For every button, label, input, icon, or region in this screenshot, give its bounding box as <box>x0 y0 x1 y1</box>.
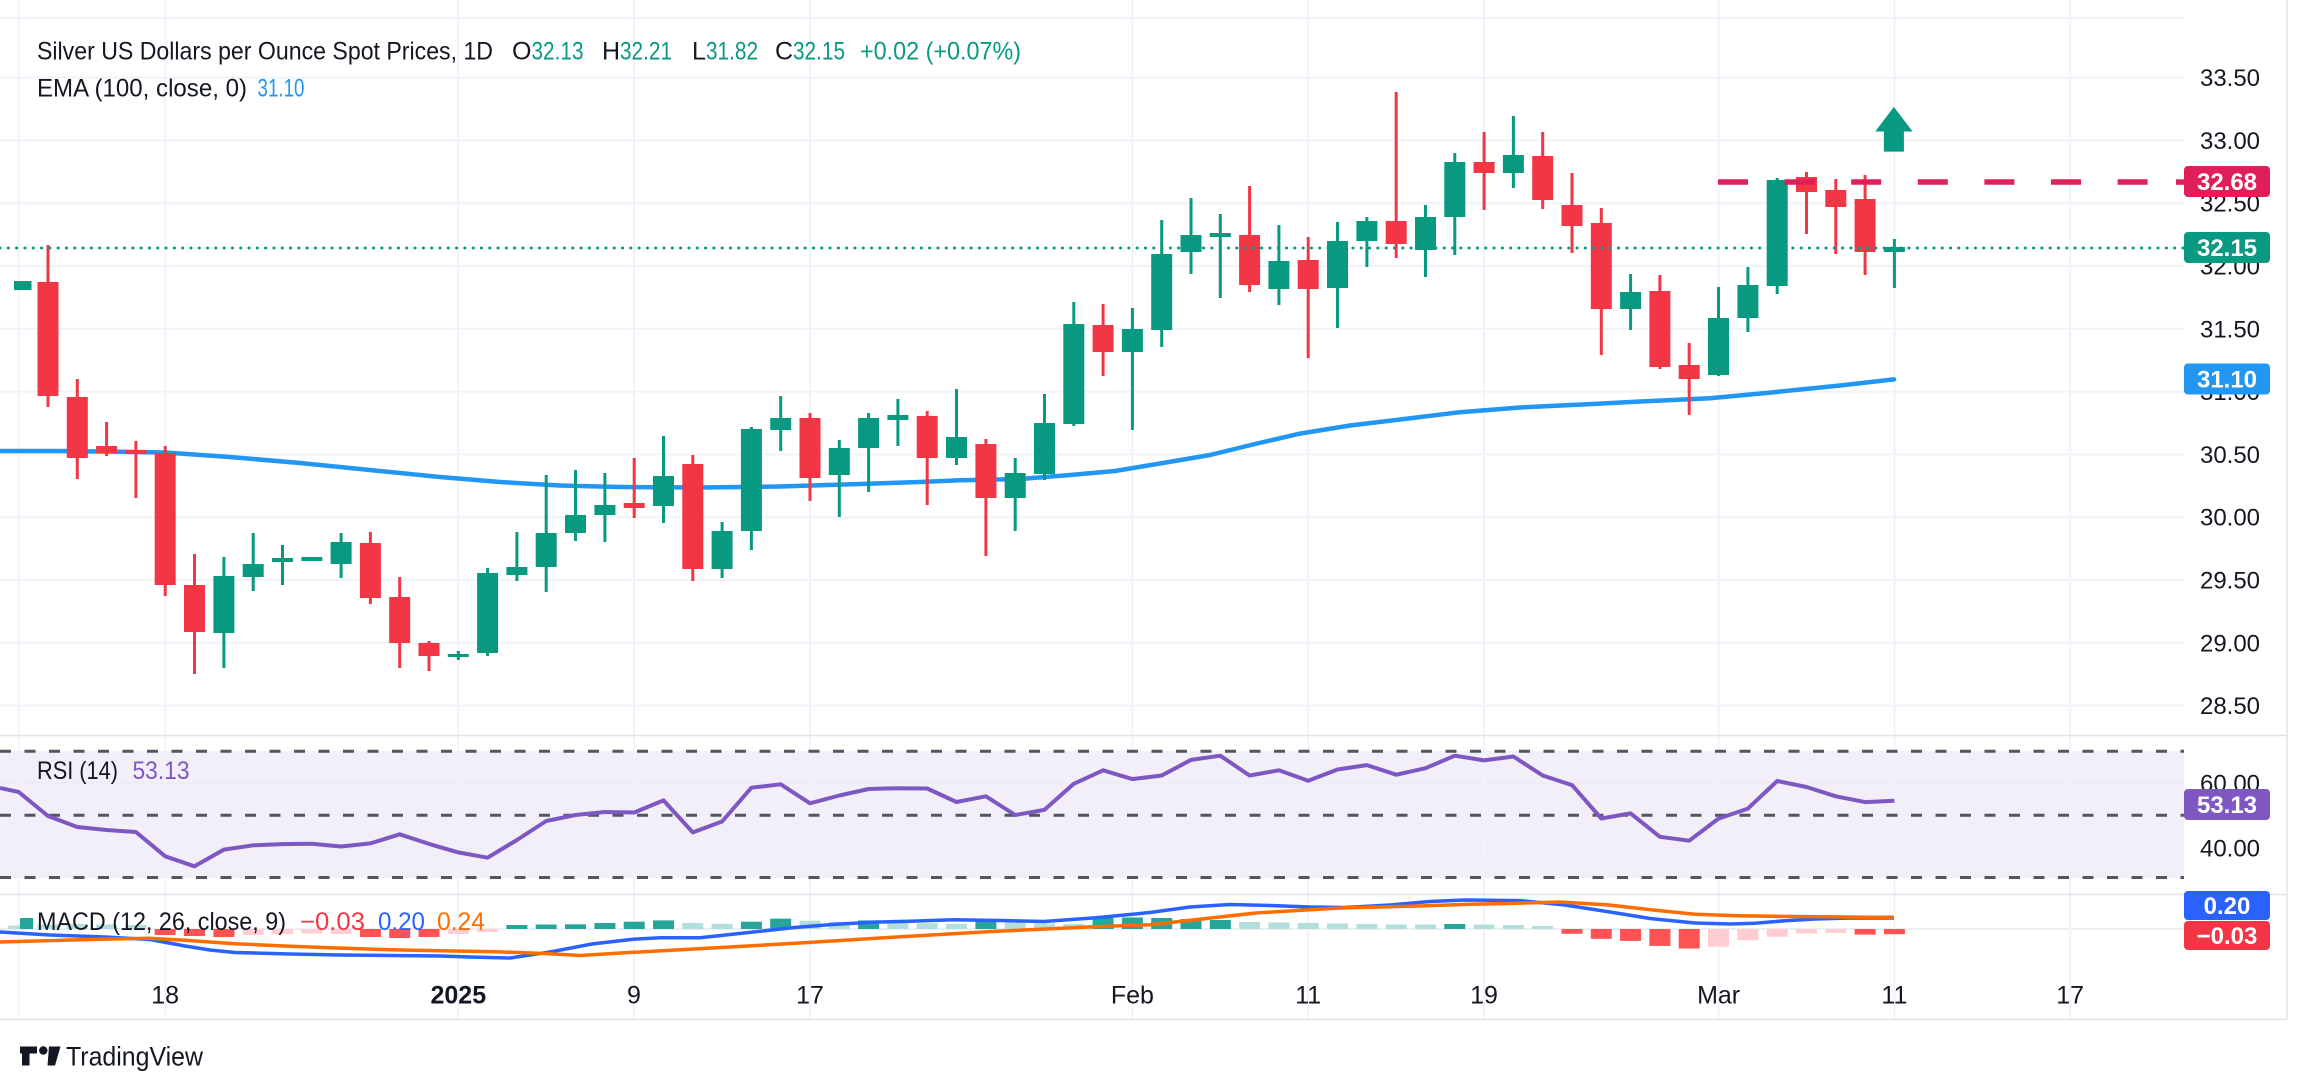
svg-text:+0.02 (+0.07%): +0.02 (+0.07%) <box>860 38 1021 66</box>
svg-text:−0.03: −0.03 <box>300 908 365 936</box>
svg-text:40.00: 40.00 <box>2200 836 2260 863</box>
svg-text:19: 19 <box>1470 982 1498 1010</box>
svg-text:32.68: 32.68 <box>2197 169 2257 196</box>
svg-text:30.50: 30.50 <box>2200 442 2260 469</box>
svg-text:33.00: 33.00 <box>2200 128 2260 155</box>
svg-text:30.00: 30.00 <box>2200 505 2260 532</box>
svg-text:2025: 2025 <box>430 982 486 1010</box>
svg-text:EMA (100, close, 0): EMA (100, close, 0) <box>37 75 247 103</box>
svg-text:31.10: 31.10 <box>258 75 305 103</box>
svg-text:32.21: 32.21 <box>620 38 672 66</box>
svg-text:L: L <box>692 38 706 66</box>
svg-text:53.13: 53.13 <box>2197 792 2257 819</box>
svg-text:Feb: Feb <box>1111 982 1154 1010</box>
svg-text:0.20: 0.20 <box>2204 893 2251 920</box>
svg-text:RSI (14): RSI (14) <box>37 757 118 785</box>
svg-text:32.13: 32.13 <box>532 38 584 66</box>
svg-text:17: 17 <box>796 982 824 1010</box>
svg-text:31.82: 31.82 <box>706 38 758 66</box>
svg-text:11: 11 <box>1295 982 1321 1010</box>
svg-text:TradingView: TradingView <box>66 1042 203 1072</box>
svg-text:H: H <box>602 38 620 66</box>
svg-text:−0.03: −0.03 <box>2197 923 2258 950</box>
svg-text:MACD (12, 26, close, 9): MACD (12, 26, close, 9) <box>37 908 286 936</box>
svg-text:53.13: 53.13 <box>133 757 190 785</box>
svg-text:C: C <box>775 38 793 66</box>
svg-text:29.50: 29.50 <box>2200 568 2260 595</box>
svg-text:31.50: 31.50 <box>2200 316 2260 343</box>
svg-text:Silver US Dollars per Ounce Sp: Silver US Dollars per Ounce Spot Prices,… <box>37 38 493 66</box>
svg-text:29.00: 29.00 <box>2200 630 2260 657</box>
svg-text:32.15: 32.15 <box>793 38 845 66</box>
svg-text:Mar: Mar <box>1697 982 1740 1010</box>
svg-text:0.20: 0.20 <box>378 908 425 936</box>
svg-text:33.50: 33.50 <box>2200 65 2260 92</box>
svg-text:31.10: 31.10 <box>2197 367 2257 394</box>
svg-text:11: 11 <box>1881 982 1907 1010</box>
svg-text:32.15: 32.15 <box>2197 235 2257 262</box>
svg-text:O: O <box>512 38 531 66</box>
svg-text:9: 9 <box>627 982 641 1010</box>
svg-text:0.24: 0.24 <box>437 908 485 936</box>
svg-text:28.50: 28.50 <box>2200 693 2260 720</box>
svg-text:17: 17 <box>2056 982 2084 1010</box>
svg-text:18: 18 <box>151 982 179 1010</box>
